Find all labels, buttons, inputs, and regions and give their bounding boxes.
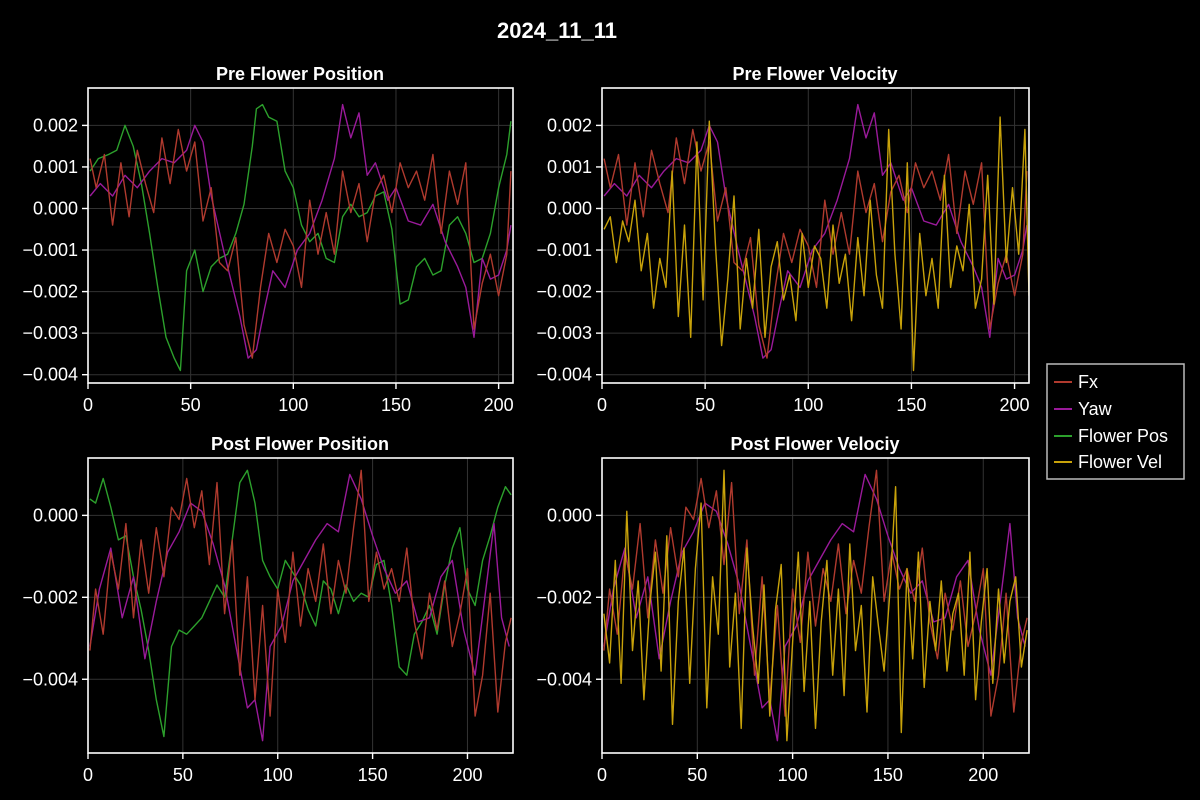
legend-label-yaw: Yaw — [1078, 399, 1113, 419]
x-tick-label-post-flower-position-0: 0 — [83, 765, 93, 785]
series-line-post-flower-velociy-yaw — [603, 473, 1026, 742]
y-tick-label-post-flower-position-2: −0.004 — [22, 669, 78, 689]
legend: Fx Yaw Flower Pos Flower Vel — [1046, 363, 1185, 480]
x-tick-label-pre-flower-velocity-0: 0 — [597, 395, 607, 415]
y-tick-label-post-flower-position-1: −0.002 — [22, 587, 78, 607]
x-tick-label-pre-flower-position-2: 100 — [278, 395, 308, 415]
panel-title-post-flower-position: Post Flower Position — [211, 434, 389, 454]
x-tick-label-pre-flower-velocity-2: 100 — [793, 395, 823, 415]
y-tick-label-pre-flower-velocity-0: 0.002 — [547, 115, 592, 135]
x-tick-label-pre-flower-position-3: 150 — [381, 395, 411, 415]
panel-title-pre-flower-velocity: Pre Flower Velocity — [732, 64, 897, 84]
x-tick-label-post-flower-velociy-1: 50 — [687, 765, 707, 785]
panel-title-post-flower-velocity: Post Flower Velociy — [730, 434, 899, 454]
legend-label-fx: Fx — [1078, 372, 1098, 392]
y-tick-label-pre-flower-position-5: −0.003 — [22, 323, 78, 343]
x-tick-label-pre-flower-velocity-3: 150 — [896, 395, 926, 415]
x-tick-label-post-flower-velociy-3: 150 — [873, 765, 903, 785]
y-tick-label-pre-flower-position-3: −0.001 — [22, 240, 78, 260]
axes-frame-post-flower-velociy — [601, 457, 1030, 754]
x-tick-label-pre-flower-position-4: 200 — [484, 395, 514, 415]
x-tick-label-post-flower-velociy-2: 100 — [778, 765, 808, 785]
legend-label-flower-vel: Flower Vel — [1078, 452, 1162, 472]
legend-entry-fx: Fx — [1054, 372, 1098, 392]
axes-frame-pre-flower-velocity — [601, 87, 1030, 384]
x-tick-label-post-flower-velociy-4: 200 — [968, 765, 998, 785]
panel-post-flower-velocity: Post Flower Velociy 0 50 100 150 200 0.000 −0.… — [536, 434, 1030, 785]
x-tick-label-pre-flower-position-1: 50 — [181, 395, 201, 415]
x-tick-label-pre-flower-position-0: 0 — [83, 395, 93, 415]
x-tick-label-post-flower-position-1: 50 — [173, 765, 193, 785]
series-line-pre-flower-velocity-yaw — [603, 103, 1028, 359]
x-tick-label-pre-flower-velocity-4: 200 — [1000, 395, 1030, 415]
y-tick-label-post-flower-velociy-2: −0.004 — [536, 669, 592, 689]
y-tick-label-pre-flower-velocity-2: 0.000 — [547, 198, 592, 218]
series-line-post-flower-velociy-flower-vel — [603, 469, 1028, 742]
y-tick-label-pre-flower-velocity-4: −0.002 — [536, 282, 592, 302]
series-line-pre-flower-position-yaw — [89, 103, 512, 359]
y-tick-label-pre-flower-velocity-6: −0.004 — [536, 365, 592, 385]
x-tick-label-post-flower-position-3: 150 — [358, 765, 388, 785]
y-tick-label-pre-flower-position-2: 0.000 — [33, 198, 78, 218]
x-tick-label-pre-flower-velocity-1: 50 — [695, 395, 715, 415]
panel-pre-flower-velocity: Pre Flower Velocity 0 50 100 150 200 0.002 0.0… — [536, 64, 1030, 415]
y-tick-label-pre-flower-velocity-1: 0.001 — [547, 157, 592, 177]
y-tick-label-pre-flower-velocity-3: −0.001 — [536, 240, 592, 260]
series-line-pre-flower-velocity-flower-vel — [603, 116, 1029, 372]
panel-title-pre-flower-position: Pre Flower Position — [216, 64, 384, 84]
x-tick-label-post-flower-position-2: 100 — [263, 765, 293, 785]
panel-post-flower-position: Post Flower Position 0 50 100 150 200 0.000 −0… — [22, 434, 514, 785]
axes-frame-post-flower-position — [87, 457, 514, 754]
axes-frame-pre-flower-position — [87, 87, 514, 384]
series-line-pre-flower-position-flower-pos — [89, 103, 512, 372]
series-line-pre-flower-position-fx — [89, 128, 512, 359]
figure-title: 2024_11_11 — [497, 18, 617, 43]
y-tick-label-pre-flower-position-0: 0.002 — [33, 115, 78, 135]
y-tick-label-post-flower-velociy-0: 0.000 — [547, 505, 592, 525]
y-tick-label-post-flower-position-0: 0.000 — [33, 505, 78, 525]
legend-box — [1046, 363, 1185, 480]
y-tick-label-post-flower-velociy-1: −0.002 — [536, 587, 592, 607]
x-tick-label-post-flower-velociy-0: 0 — [597, 765, 607, 785]
legend-entry-yaw: Yaw — [1054, 399, 1113, 419]
legend-label-flower-pos: Flower Pos — [1078, 426, 1168, 446]
panel-pre-flower-position: Pre Flower Position 0 50 100 150 200 0.002 0.0… — [22, 64, 514, 415]
series-line-post-flower-position-fx — [89, 469, 512, 717]
y-tick-label-pre-flower-position-1: 0.001 — [33, 157, 78, 177]
y-tick-label-pre-flower-velocity-5: −0.003 — [536, 323, 592, 343]
series-line-pre-flower-velocity-fx — [603, 128, 1028, 359]
y-tick-label-pre-flower-position-6: −0.004 — [22, 365, 78, 385]
legend-entry-flower-pos: Flower Pos — [1054, 426, 1168, 446]
legend-entry-flower-vel: Flower Vel — [1054, 452, 1162, 472]
x-tick-label-post-flower-position-4: 200 — [452, 765, 482, 785]
series-line-post-flower-position-yaw — [89, 473, 510, 742]
y-tick-label-pre-flower-position-4: −0.002 — [22, 282, 78, 302]
